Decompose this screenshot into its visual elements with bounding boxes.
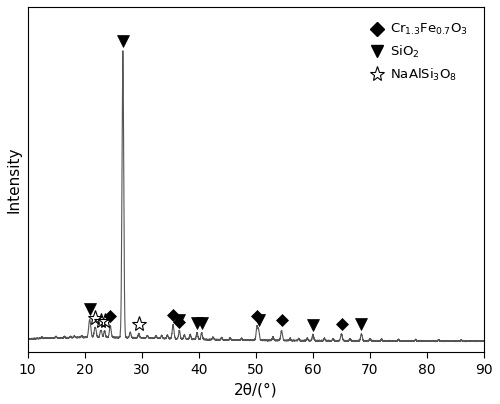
- Legend: Cr$_{1.3}$Fe$_{0.7}$O$_3$, SiO$_2$, NaAlSi$_3$O$_8$: Cr$_{1.3}$Fe$_{0.7}$O$_3$, SiO$_2$, NaAl…: [365, 17, 473, 88]
- X-axis label: 2θ/(°): 2θ/(°): [234, 382, 278, 397]
- Y-axis label: Intensity: Intensity: [7, 146, 22, 213]
